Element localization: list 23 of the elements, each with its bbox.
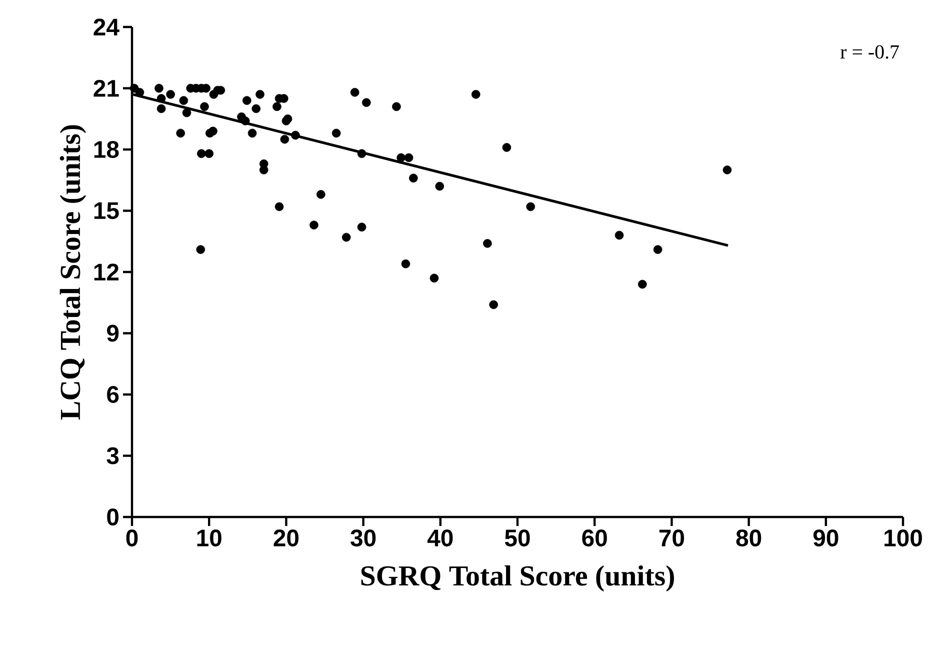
x-tick-label: 40 — [427, 530, 453, 546]
y-tick-label: 24 — [94, 18, 120, 36]
y-tick-label: 3 — [106, 447, 119, 464]
x-tick-label: 70 — [659, 530, 684, 546]
y-tick-label: 18 — [94, 141, 119, 158]
x-tick-label: 30 — [350, 530, 376, 546]
y-tick-label: 9 — [107, 324, 119, 342]
x-tick-label: 90 — [813, 530, 838, 546]
y-tick-label: 0 — [107, 508, 118, 526]
x-tick-label: 20 — [274, 530, 299, 546]
x-tick-label: 0 — [126, 530, 138, 546]
annotation: r = -0.7 — [840, 45, 899, 59]
y-tick-label: 6 — [107, 386, 119, 403]
x-tick-label: 80 — [736, 530, 762, 546]
x-tick-label: 10 — [197, 530, 222, 546]
x-tick-label: 50 — [504, 530, 530, 546]
y-axis-title: LCQ Total Score (units) — [60, 125, 86, 420]
x-tick-label: 60 — [582, 530, 607, 546]
y-tick-label: 12 — [94, 264, 119, 280]
x-tick-label: 100 — [884, 530, 922, 546]
x-axis-title: SGRQ Total Score (units) — [361, 565, 674, 592]
y-tick-label: 21 — [94, 80, 119, 97]
y-tick-label: 15 — [94, 202, 119, 220]
